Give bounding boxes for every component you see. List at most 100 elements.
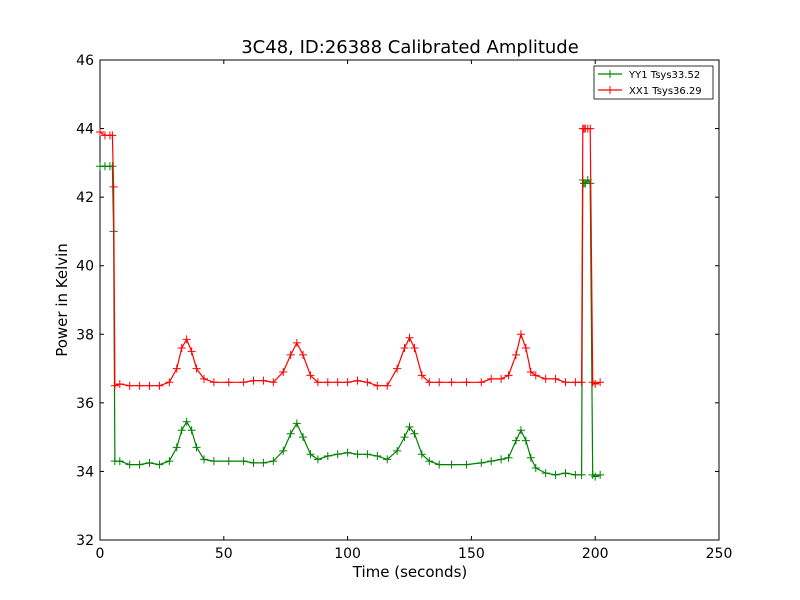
- legend-marker: [606, 86, 614, 94]
- data-point-marker: [172, 443, 181, 452]
- data-point-marker: [516, 330, 525, 339]
- data-point-marker: [209, 457, 218, 466]
- series-layer: [96, 124, 605, 481]
- data-point-marker: [115, 457, 124, 466]
- data-point-marker: [259, 458, 268, 467]
- data-point-marker: [292, 338, 301, 347]
- data-point-marker: [224, 378, 233, 387]
- x-axis-label: Time (seconds): [352, 563, 468, 581]
- data-point-marker: [497, 374, 506, 383]
- x-tick-label: 50: [215, 546, 233, 562]
- x-tick-label: 150: [458, 546, 485, 562]
- data-point-marker: [531, 371, 540, 380]
- data-point-marker: [343, 448, 352, 457]
- y-tick-label: 38: [76, 327, 94, 343]
- legend-label: XX1 Tsys36.29: [629, 86, 702, 97]
- data-point-marker: [299, 433, 308, 442]
- data-point-marker: [192, 443, 201, 452]
- plot-area: 0 50 100 150 200 250 32 34 36 38 40 42 44 46: [76, 53, 732, 562]
- data-point-marker: [561, 469, 570, 478]
- data-point-marker: [551, 470, 560, 479]
- data-point-marker: [410, 429, 419, 438]
- legend-label: YY1 Tsys33.52: [628, 70, 700, 81]
- series-2: [96, 124, 605, 390]
- data-point-marker: [462, 460, 471, 469]
- data-point-marker: [135, 460, 144, 469]
- data-point-marker: [586, 124, 595, 133]
- data-point-marker: [323, 452, 332, 460]
- data-point-marker: [477, 458, 486, 467]
- data-point-marker: [353, 376, 362, 385]
- data-point-marker: [591, 380, 600, 388]
- data-point-marker: [108, 131, 117, 140]
- data-point-marker: [383, 381, 392, 390]
- x-tick-label: 0: [96, 546, 105, 562]
- data-point-marker: [182, 417, 191, 426]
- y-tick-label: 44: [76, 122, 94, 138]
- data-point-marker: [462, 378, 471, 387]
- data-point-marker: [511, 436, 520, 445]
- data-point-marker: [306, 371, 315, 380]
- data-point-marker: [279, 446, 288, 455]
- data-point-marker: [400, 344, 409, 352]
- x-tick-label: 250: [706, 546, 733, 562]
- data-point-marker: [199, 455, 208, 464]
- data-point-marker: [145, 458, 154, 467]
- data-point-marker: [115, 380, 124, 388]
- data-point-marker: [417, 371, 426, 380]
- y-tick-label: 42: [76, 190, 94, 206]
- data-point-marker: [596, 378, 605, 387]
- data-point-marker: [577, 470, 586, 479]
- legend-marker: [606, 70, 614, 78]
- data-point-marker: [182, 335, 191, 344]
- data-point-marker: [269, 457, 278, 466]
- data-point-marker: [447, 460, 456, 469]
- data-point-marker: [313, 378, 322, 387]
- data-point-marker: [155, 460, 164, 469]
- data-point-marker: [353, 450, 362, 459]
- data-point-marker: [497, 455, 506, 464]
- data-point-marker: [425, 457, 434, 466]
- data-point-marker: [591, 472, 600, 481]
- data-point-marker: [363, 450, 372, 459]
- data-point-marker: [521, 344, 530, 352]
- data-point-marker: [393, 446, 402, 455]
- data-point-marker: [516, 426, 525, 435]
- data-point-marker: [541, 374, 550, 383]
- x-tick-label: 100: [334, 546, 361, 562]
- data-point-marker: [177, 426, 186, 435]
- data-point-marker: [531, 464, 540, 472]
- y-tick-label: 34: [76, 464, 94, 480]
- data-point-marker: [269, 378, 278, 387]
- data-point-marker: [96, 128, 104, 136]
- data-point-marker: [435, 378, 444, 387]
- data-point-marker: [405, 422, 414, 431]
- data-point-marker: [393, 364, 402, 373]
- data-point-marker: [239, 457, 248, 466]
- data-point-marker: [279, 368, 288, 376]
- data-point-marker: [487, 374, 496, 383]
- data-point-marker: [363, 378, 372, 387]
- data-point-marker: [526, 368, 535, 376]
- data-point-marker: [109, 182, 118, 191]
- data-point-marker: [192, 364, 201, 373]
- data-point-marker: [323, 378, 332, 387]
- data-point-marker: [373, 452, 382, 460]
- plot-frame: [99, 59, 720, 541]
- data-point-marker: [249, 376, 258, 385]
- data-point-marker: [299, 350, 308, 359]
- data-point-marker: [286, 350, 295, 359]
- data-point-marker: [259, 376, 268, 385]
- data-point-marker: [577, 378, 586, 387]
- y-tick-label: 36: [76, 396, 94, 412]
- data-point-marker: [286, 429, 295, 438]
- data-point-marker: [373, 381, 382, 390]
- data-point-marker: [400, 433, 409, 442]
- data-point-marker: [239, 378, 248, 387]
- y-axis-label: Power in Kelvin: [53, 243, 71, 357]
- tick-layer: 0 50 100 150 200 250 32 34 36 38 40 42 44 46: [76, 53, 732, 562]
- legend: YY1 Tsys33.52 XX1 Tsys36.29: [593, 65, 714, 100]
- data-point-marker: [410, 344, 419, 352]
- data-point-marker: [313, 455, 322, 464]
- data-point-marker: [333, 450, 342, 459]
